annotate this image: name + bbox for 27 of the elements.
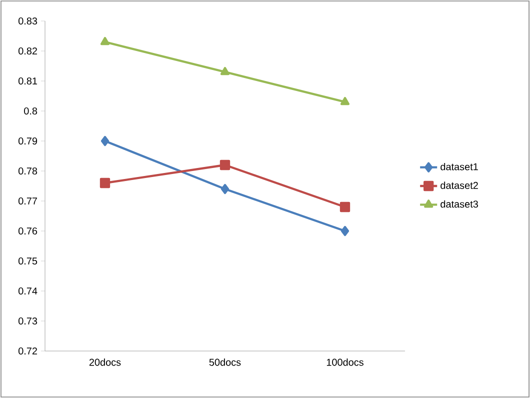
y-tick-label: 0.73 bbox=[18, 317, 38, 325]
point bbox=[220, 160, 230, 170]
y-tick-label: 0.75 bbox=[18, 257, 38, 265]
y-tick-label: 0.76 bbox=[18, 227, 38, 235]
point bbox=[340, 226, 350, 236]
y-tick-label: 0.78 bbox=[18, 167, 38, 175]
y-tick-label: 0.72 bbox=[18, 347, 37, 355]
point bbox=[220, 66, 230, 76]
point bbox=[100, 36, 110, 46]
x-tick-label: 100docs bbox=[326, 358, 364, 366]
x-tick-label: 20docs bbox=[89, 358, 121, 366]
y-tick-label: 0.79 bbox=[18, 137, 38, 145]
legend-label: dataset3 bbox=[440, 200, 478, 208]
point bbox=[220, 184, 230, 194]
legend-label: dataset2 bbox=[440, 182, 478, 189]
legend-label: dataset1 bbox=[440, 162, 478, 170]
x-tick-label: 50docs bbox=[209, 358, 241, 366]
point bbox=[100, 136, 110, 146]
y-tick-label: 0.8 bbox=[24, 107, 38, 115]
point bbox=[340, 96, 350, 106]
y-tick-label: 0.82 bbox=[18, 47, 37, 55]
point bbox=[340, 202, 350, 212]
y-tick-label: 0.83 bbox=[18, 17, 38, 25]
point bbox=[100, 178, 110, 188]
y-tick-label: 0.81 bbox=[18, 77, 38, 85]
y-tick-label: 0.77 bbox=[18, 197, 37, 205]
y-tick-label: 0.74 bbox=[18, 287, 38, 295]
